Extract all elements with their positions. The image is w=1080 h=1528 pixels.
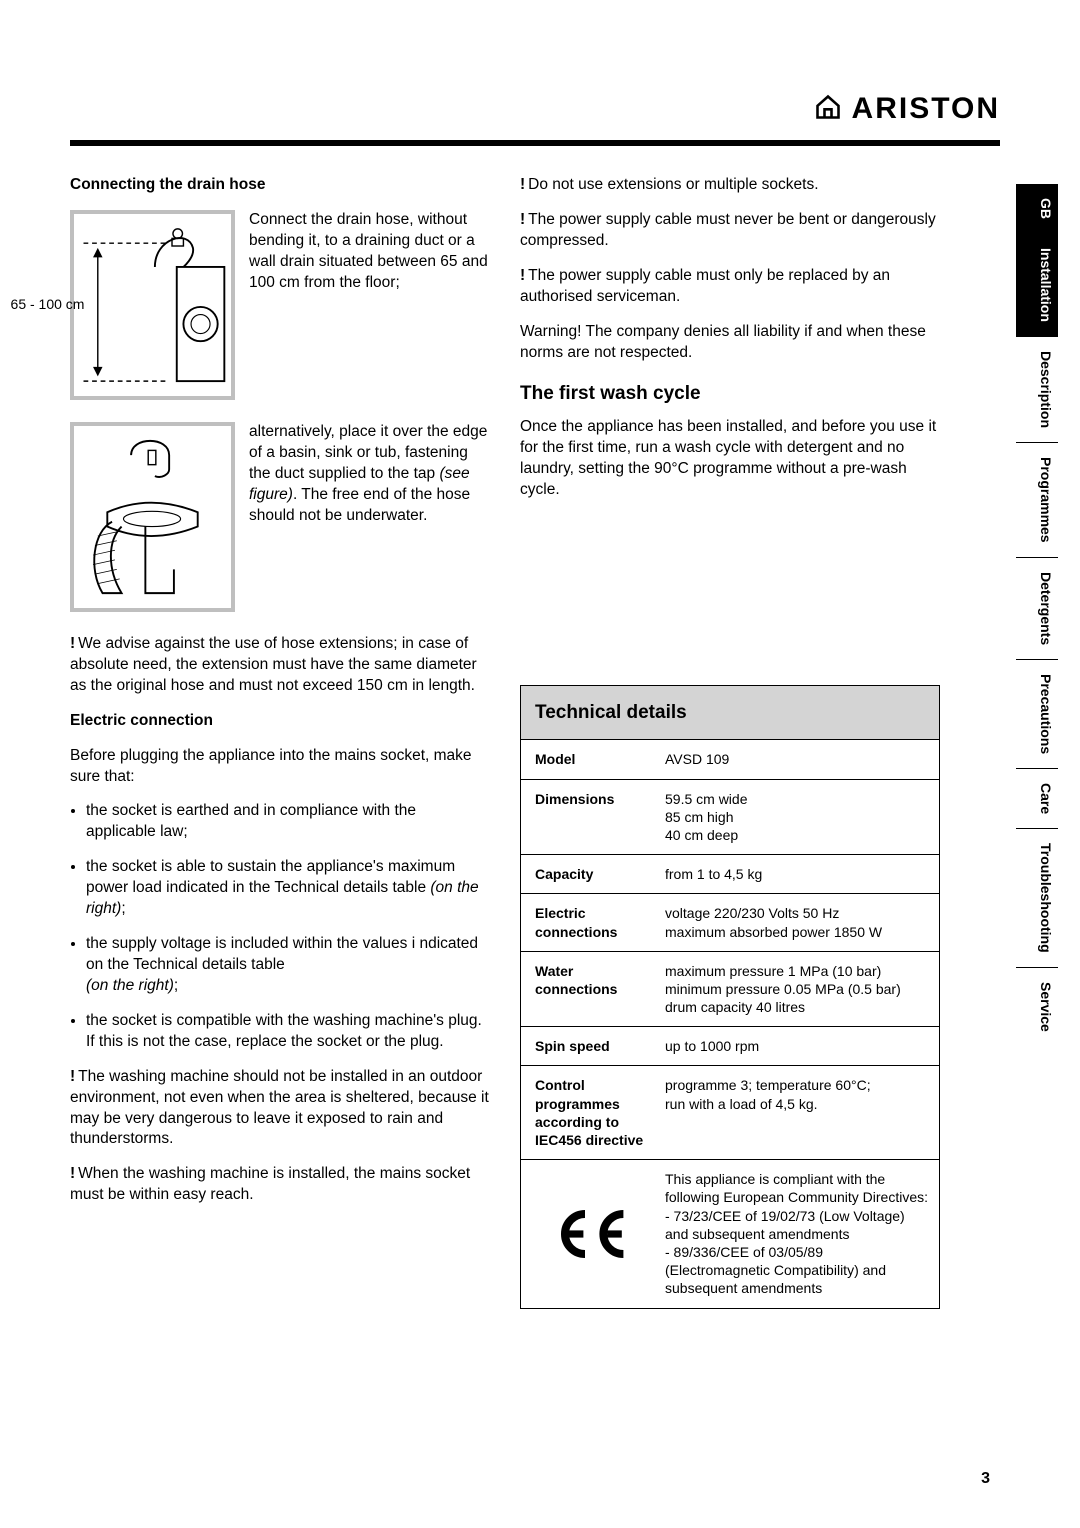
- heading-electric-connection: Electric connection: [70, 711, 490, 732]
- tech-value: programme 3; temperature 60°C;run with a…: [661, 1066, 939, 1159]
- spacer: [520, 515, 940, 675]
- tech-row: Electric connectionsvoltage 220/230 Volt…: [521, 894, 939, 951]
- tech-row: Capacityfrom 1 to 4,5 kg: [521, 855, 939, 894]
- tech-row: Control programmes according to IEC456 d…: [521, 1066, 939, 1160]
- figure-row-1: 65 - 100 cm Connect the drain hose, with…: [70, 210, 490, 400]
- warning-multiple-sockets: !Do not use extensions or multiple socke…: [520, 175, 940, 196]
- side-tab[interactable]: Detergents: [1016, 558, 1058, 660]
- ce-mark-icon: [521, 1160, 661, 1307]
- side-tab[interactable]: Installation: [1016, 234, 1058, 337]
- tech-label: Capacity: [521, 855, 661, 893]
- figure2-caption: alternatively, place it over the edge of…: [249, 422, 490, 527]
- bullet-item: the supply voltage is included within th…: [86, 934, 490, 997]
- warn-ext-text: We advise against the use of hose extens…: [70, 635, 477, 694]
- tech-value: maximum pressure 1 MPa (10 bar)minimum p…: [661, 952, 939, 1027]
- warning-icon: !: [520, 211, 525, 228]
- warn-outdoor-text: The washing machine should not be instal…: [70, 1068, 489, 1148]
- figure-drain-basin: [70, 422, 235, 612]
- tech-value: voltage 220/230 Volts 50 Hzmaximum absor…: [661, 894, 939, 950]
- technical-details-title: Technical details: [521, 686, 939, 741]
- figure-height-label: 65 - 100 cm: [11, 295, 85, 314]
- house-icon: [814, 93, 842, 126]
- bullet-item: the socket is able to sustain the applia…: [86, 857, 490, 920]
- side-tab[interactable]: Description: [1016, 337, 1058, 443]
- content-columns: Connecting the drain hose: [70, 175, 940, 1309]
- bullet-item: the socket is compatible with the washin…: [86, 1011, 490, 1053]
- tech-row: Water connectionsmaximum pressure 1 MPa …: [521, 952, 939, 1028]
- warning-icon: !: [520, 176, 525, 193]
- heading-first-wash: The first wash cycle: [520, 381, 940, 407]
- tech-label: Water connections: [521, 952, 661, 1027]
- tech-label: Dimensions: [521, 780, 661, 855]
- tech-label: Model: [521, 740, 661, 778]
- warning-socket-reach: !When the washing machine is installed, …: [70, 1164, 490, 1206]
- figure-row-2: alternatively, place it over the edge of…: [70, 422, 490, 612]
- warning-icon: !: [70, 1165, 75, 1182]
- right-column: !Do not use extensions or multiple socke…: [520, 175, 940, 1309]
- tech-value: 59.5 cm wide85 cm high40 cm deep: [661, 780, 939, 855]
- side-tabs: GBInstallationDescriptionProgrammesDeter…: [1016, 184, 1058, 1045]
- brand-name: ARISTON: [852, 92, 1000, 126]
- electric-bullets: the socket is earthed and in compliance …: [70, 801, 490, 1052]
- warning-cable-replace: !The power supply cable must only be rep…: [520, 266, 940, 308]
- warning-icon: !: [520, 267, 525, 284]
- tech-value: AVSD 109: [661, 740, 939, 778]
- page-number: 3: [981, 1470, 990, 1488]
- side-tab[interactable]: Precautions: [1016, 660, 1058, 769]
- tech-row: Dimensions59.5 cm wide85 cm high40 cm de…: [521, 780, 939, 856]
- warn-sockets-text: Do not use extensions or multiple socket…: [528, 176, 818, 193]
- figure-drain-height: 65 - 100 cm: [70, 210, 235, 400]
- brand-header: ARISTON: [814, 92, 1000, 126]
- bullet-item: the socket is earthed and in compliance …: [86, 801, 490, 843]
- left-column: Connecting the drain hose: [70, 175, 490, 1309]
- warn-cable-bent-text: The power supply cable must never be ben…: [520, 211, 936, 249]
- tech-label: Electric connections: [521, 894, 661, 950]
- tech-row: Spin speedup to 1000 rpm: [521, 1027, 939, 1066]
- tech-value: up to 1000 rpm: [661, 1027, 939, 1065]
- electric-intro: Before plugging the appliance into the m…: [70, 746, 490, 788]
- heading-drain-hose: Connecting the drain hose: [70, 175, 490, 196]
- first-wash-text: Once the appliance has been installed, a…: [520, 417, 940, 501]
- warning-icon: !: [70, 1068, 75, 1085]
- tech-row: This appliance is compliant with the fol…: [521, 1160, 939, 1307]
- side-tab[interactable]: Service: [1016, 968, 1058, 1046]
- tech-label: Control programmes according to IEC456 d…: [521, 1066, 661, 1159]
- figure1-caption: Connect the drain hose, without bending …: [249, 210, 490, 294]
- warning-icon: !: [70, 635, 75, 652]
- tech-row: ModelAVSD 109: [521, 740, 939, 779]
- warning-cable-bent: !The power supply cable must never be be…: [520, 210, 940, 252]
- header-rule: [70, 140, 1000, 146]
- side-tab[interactable]: Programmes: [1016, 443, 1058, 558]
- warn-cable-replace-text: The power supply cable must only be repl…: [520, 267, 890, 305]
- warning-hose-extension: !We advise against the use of hose exten…: [70, 634, 490, 697]
- manual-page: ARISTON Connecting the drain hose: [0, 0, 1080, 1528]
- tech-value: from 1 to 4,5 kg: [661, 855, 939, 893]
- tech-label: Spin speed: [521, 1027, 661, 1065]
- side-tab[interactable]: Troubleshooting: [1016, 829, 1058, 968]
- warn-reach-text: When the washing machine is installed, t…: [70, 1165, 470, 1203]
- warning-liability: Warning! The company denies all liabilit…: [520, 322, 940, 364]
- side-tab[interactable]: GB: [1016, 184, 1058, 234]
- technical-details-table: Technical details ModelAVSD 109Dimension…: [520, 685, 940, 1309]
- tech-value: This appliance is compliant with the fol…: [661, 1160, 939, 1307]
- side-tab[interactable]: Care: [1016, 769, 1058, 829]
- warning-outdoor: !The washing machine should not be insta…: [70, 1067, 490, 1151]
